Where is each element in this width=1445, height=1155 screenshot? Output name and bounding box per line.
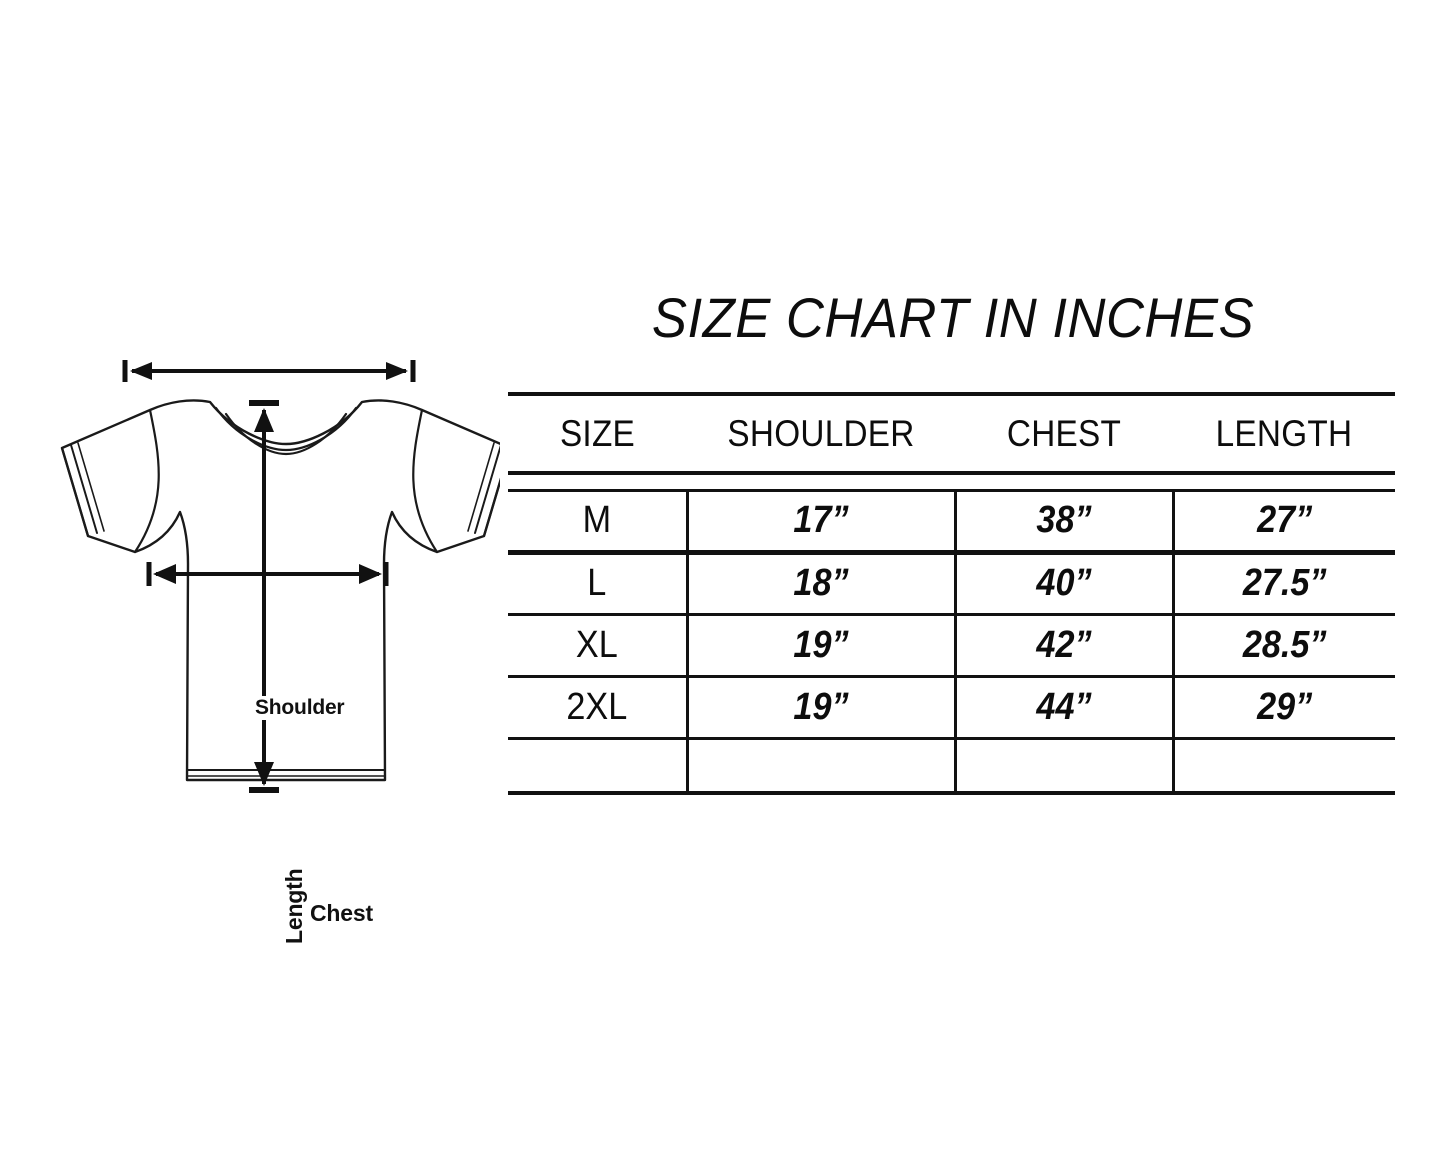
- cell-chest: 38”: [965, 490, 1164, 555]
- column-header-length: LENGTH: [1184, 392, 1384, 475]
- table-bottom-rule: [508, 791, 1395, 797]
- tshirt-measurement-diagram: Shoulder Chest Length: [40, 340, 500, 944]
- chest-dimension-label: Chest: [307, 900, 376, 927]
- cell-length: 27.5”: [1184, 552, 1384, 616]
- table-row: M 17” 38” 27”: [508, 490, 1395, 555]
- header-rule-spacer: [508, 473, 1395, 492]
- table-empty-row: [508, 738, 1395, 793]
- table-row: L 18” 40” 27.5”: [508, 552, 1395, 616]
- cell-shoulder: 19”: [700, 676, 943, 740]
- cell-length: 28.5”: [1184, 614, 1384, 678]
- table-header-row: SIZE SHOULDER CHEST LENGTH: [508, 392, 1395, 475]
- cell-size: XL: [516, 614, 680, 678]
- length-dimension-label: Length: [278, 868, 311, 944]
- tshirt-diagram-svg: [60, 360, 500, 793]
- shoulder-dimension-arrow: [122, 360, 416, 382]
- size-chart-block: SIZE CHART IN INCHES SIZE SHOULDER CHEST…: [508, 280, 1398, 797]
- cell-size: 2XL: [516, 676, 680, 740]
- cell-shoulder: 18”: [700, 552, 943, 616]
- column-header-chest: CHEST: [965, 392, 1163, 475]
- table-row: XL 19” 42” 28.5”: [508, 614, 1395, 678]
- cell-chest: 40”: [965, 552, 1164, 616]
- length-dimension-arrow: [249, 400, 279, 793]
- cell-shoulder: 17”: [700, 490, 943, 555]
- size-table: SIZE SHOULDER CHEST LENGTH M 17” 38”: [508, 392, 1395, 797]
- column-header-size: SIZE: [516, 392, 679, 475]
- cell-chest: 42”: [965, 614, 1164, 678]
- cell-length: 29”: [1184, 676, 1384, 740]
- chart-title: SIZE CHART IN INCHES: [651, 286, 1255, 349]
- tshirt-outline: [60, 399, 500, 782]
- column-header-shoulder: SHOULDER: [700, 392, 942, 475]
- table-row: 2XL 19” 44” 29”: [508, 676, 1395, 740]
- cell-length: 27”: [1184, 490, 1384, 555]
- cell-size: L: [516, 552, 680, 616]
- chest-dimension-arrow: [146, 562, 389, 586]
- cell-size: M: [516, 490, 680, 555]
- shoulder-dimension-label: Shoulder: [252, 696, 348, 720]
- cell-shoulder: 19”: [700, 614, 943, 678]
- cell-chest: 44”: [965, 676, 1164, 740]
